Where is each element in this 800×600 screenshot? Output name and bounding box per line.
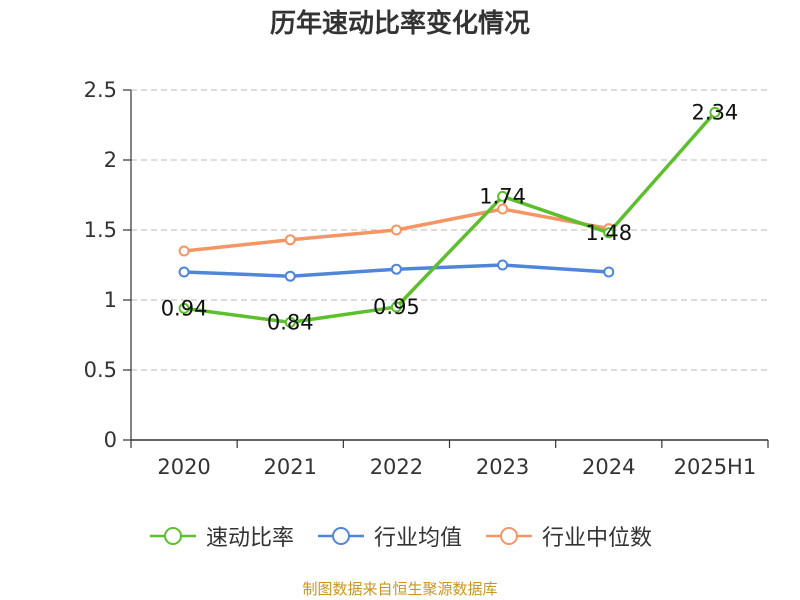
legend-label-2: 行业中位数	[542, 526, 653, 551]
axes: 0 0.5 1 1.5 2 2.5 2020 2021 2022 2023 2024 2025H1	[84, 78, 769, 479]
x-tick-label: 2020	[157, 455, 210, 479]
x-tick-label: 2024	[582, 455, 635, 479]
series-point-1[interactable]	[178, 266, 190, 278]
data-label: 2.34	[692, 100, 739, 124]
legend-item-0[interactable]: 速动比率	[148, 520, 294, 552]
series-point-0[interactable]	[497, 190, 509, 202]
x-tick-label: 2023	[476, 455, 529, 479]
data-label: 0.95	[373, 295, 420, 319]
legend-label-0: 速动比率	[205, 526, 294, 551]
legend-swatch-2	[486, 527, 532, 545]
source-note: 制图数据来自恒生聚源数据库	[302, 580, 498, 598]
legend-swatch-1	[317, 527, 364, 545]
series-point-0[interactable]	[284, 316, 296, 328]
legend-item-2[interactable]: 行业中位数	[484, 520, 652, 552]
legend-swatch-marker	[500, 527, 518, 545]
series-point-2[interactable]	[284, 234, 296, 246]
y-tick-label: 0.5	[84, 358, 117, 382]
x-tick-label: 2025H1	[674, 455, 757, 479]
data-labels: 0.94 0.84 0.95 1.74 1.48 2.34	[161, 100, 739, 334]
series-point-0[interactable]	[603, 227, 615, 239]
data-label: 1.74	[479, 184, 526, 208]
series-point-2[interactable]	[390, 224, 402, 236]
series-point-1[interactable]	[284, 270, 296, 282]
x-tick-label: 2022	[370, 455, 423, 479]
series-point-1[interactable]	[390, 263, 402, 275]
series-line-0	[182, 110, 717, 325]
legend-label-1: 行业均值	[373, 526, 462, 551]
series-point-2[interactable]	[497, 203, 509, 215]
y-tick-label: 2	[104, 148, 117, 172]
y-tick-label: 2.5	[84, 78, 117, 102]
series-point-1[interactable]	[603, 266, 615, 278]
legend-swatch-marker	[331, 527, 350, 545]
legend-swatch-0	[149, 527, 196, 545]
y-tick-label: 1.5	[84, 218, 117, 242]
series-lines	[178, 106, 721, 328]
series-point-0[interactable]	[178, 302, 190, 314]
series-point-2[interactable]	[178, 245, 190, 257]
legend-swatch-marker	[163, 527, 182, 545]
y-tick-label: 0	[104, 428, 117, 452]
series-point-0[interactable]	[390, 301, 402, 313]
legend-item-1[interactable]: 行业均值	[316, 520, 462, 552]
chart-title: 历年速动比率变化情况	[269, 9, 530, 39]
data-label: 1.48	[585, 221, 632, 245]
series-point-0[interactable]	[709, 106, 721, 118]
series-point-1[interactable]	[497, 259, 509, 271]
legend: 速动比率 行业均值 行业中位数	[0, 518, 800, 554]
data-label: 0.94	[161, 296, 208, 320]
grid-lines	[131, 89, 768, 371]
data-label: 0.84	[267, 310, 314, 334]
x-tick-label: 2021	[264, 455, 317, 479]
y-tick-label: 1	[104, 288, 117, 312]
